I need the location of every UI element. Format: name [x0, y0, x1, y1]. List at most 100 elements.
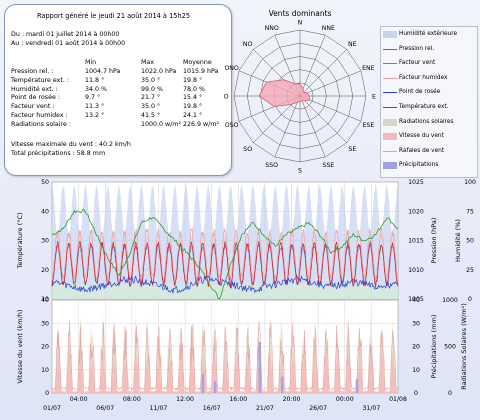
report-row-avg: 1015.9 hPa — [183, 68, 219, 75]
left-tick-label: 10 — [41, 296, 49, 303]
wind-max-text: Vitesse maximale du vent : 40.2 km/h — [11, 141, 131, 148]
x-tick-label: 12:00 — [176, 396, 194, 403]
report-row-max: 35.0 ° — [141, 103, 161, 111]
report-row-min: 11.8 ° — [85, 76, 105, 84]
wind-tick-label: 10 — [41, 367, 49, 374]
rain-axis-title: Précipitations (mm) — [430, 315, 438, 379]
radar-spoke — [299, 95, 347, 143]
solar-tick-label: 500 — [444, 344, 456, 351]
report-row-label: Radiations solaire : — [11, 120, 71, 128]
report-row-label: Facteur humidex : — [11, 112, 68, 119]
left-tick-label: 20 — [41, 267, 49, 274]
radar-spoke — [299, 70, 362, 97]
dew-point-line — [51, 274, 399, 294]
wind-gust-line — [51, 320, 399, 392]
radar-spoke — [299, 34, 326, 97]
pressure-tick-label: 1010 — [408, 267, 424, 274]
radar-direction-label: ONO — [224, 65, 238, 72]
rain-tick-label: 0 — [414, 390, 418, 397]
pressure-axis-title: Pression (hPa) — [430, 218, 438, 264]
report-row-max: 1022.0 hPa — [141, 68, 177, 75]
legend-item: Facteur humidex — [383, 74, 477, 83]
wind-radar-chart: Vents dominants N NNE NE ENE E ESE SE SSE S SSO SO O… — [224, 9, 376, 175]
pressure-tick-label: 1015 — [408, 238, 424, 245]
report-row-avg: 226.9 w/m² — [183, 120, 219, 128]
radar-direction-label: NE — [348, 41, 357, 48]
legend-label: Facteur vent — [399, 60, 436, 67]
report-row-min: 11.3 ° — [85, 103, 105, 111]
report-row-avg: 15.4 ° — [183, 94, 203, 102]
x-tick-label: 26/07 — [309, 405, 327, 412]
legend-label: Humidité extérieure — [399, 31, 458, 37]
legend-label: Radiations solaires — [399, 118, 454, 125]
radar-direction-label: NO — [243, 41, 253, 48]
legend: Humidité extérieure Pression rel. Facteur … — [380, 26, 478, 178]
temperature-line — [51, 240, 399, 288]
report-title: Rapport généré le jeudi 21 août 2014 à 1… — [37, 12, 191, 20]
solar-axis-title: Radiations Solaires (W/m²) — [460, 303, 468, 389]
report-row-label: Humidité ext. : — [11, 85, 58, 93]
precipitation-bar — [201, 374, 205, 393]
report-from: Du : mardi 01 juillet 2014 à 00h00 — [11, 31, 120, 38]
legend-item: Facteur vent — [383, 59, 477, 68]
report-row-max: 1000.0 w/m² — [141, 120, 181, 128]
report-row-min: 13.2 ° — [85, 112, 105, 119]
x-tick-label: 16:00 — [229, 396, 247, 403]
report-row-max: 41.5 ° — [141, 112, 161, 119]
radar-spoke — [274, 95, 301, 158]
legend-item: Point de rosée — [383, 88, 477, 97]
rain-tick-label: 20 — [412, 344, 420, 351]
legend-label: Précipitations — [399, 162, 439, 169]
report-row-avg: 19.8 ° — [183, 103, 203, 111]
header-avg: Moyenne — [183, 59, 212, 66]
humidity-tick-label: 0 — [468, 296, 472, 303]
left-tick-label: 40 — [41, 208, 49, 215]
pressure-line — [51, 209, 399, 300]
x-tick-label: 20:00 — [283, 396, 301, 403]
solar-tick-label: 1000 — [442, 297, 458, 304]
rain-tick-label: 10 — [412, 367, 420, 374]
radar-area — [258, 79, 311, 108]
legend-item: Rafales de vent — [383, 147, 477, 156]
report-row-label: Point de rosée : — [11, 94, 60, 102]
legend-label: Facteur humidex — [399, 74, 448, 81]
radar-title: Vents dominants — [269, 9, 332, 18]
x-tick-label: 06/07 — [96, 405, 114, 412]
report-row-label: Pression rel. : — [11, 68, 54, 75]
x-tick-label: 04:00 — [70, 396, 88, 403]
wind-tick-label: 30 — [41, 320, 49, 327]
legend-swatch — [383, 118, 397, 126]
precipitation-bar — [213, 381, 217, 393]
legend-label: Point de rosée — [399, 89, 441, 96]
humidity-axis-title: Humidité (%) — [454, 219, 462, 262]
left-tick-label: 30 — [41, 238, 49, 245]
legend-swatch — [383, 150, 397, 152]
pressure-tick-label: 1005 — [408, 296, 424, 303]
radar-spoke — [299, 95, 326, 158]
wind-speed-area — [52, 342, 398, 393]
legend-swatch — [383, 133, 397, 141]
radar-direction-label: N — [298, 20, 303, 27]
radar-direction-label: ENE — [362, 65, 375, 72]
legend-swatch — [383, 63, 397, 65]
humidity-tick-label: 75 — [466, 208, 474, 215]
report-row-max: 99.0 % — [141, 85, 164, 93]
legend-label: Température ext. — [399, 104, 449, 110]
legend-item: Pression rel. — [383, 45, 477, 54]
left-tick-label: 50 — [41, 179, 49, 186]
x-tick-label: 00:00 — [336, 396, 354, 403]
temperature-pressure-chart: 1020304050100510101015102010250255075100… — [16, 179, 476, 303]
header-min: Min — [85, 59, 97, 66]
radar-direction-label: SO — [243, 146, 252, 153]
report-row-label: Température ext. : — [11, 76, 69, 84]
precipitation-bar — [355, 379, 359, 393]
report-row-min: 1004.7 hPa — [85, 68, 121, 75]
legend-item: Humidité extérieure — [383, 30, 477, 39]
legend-swatch — [383, 92, 397, 94]
x-tick-label: 11/07 — [150, 405, 168, 412]
x-tick-label: 16/07 — [203, 405, 221, 412]
report-row-min: 34.0 % — [85, 85, 108, 93]
legend-swatch — [383, 162, 397, 170]
header-max: Max — [141, 59, 155, 66]
